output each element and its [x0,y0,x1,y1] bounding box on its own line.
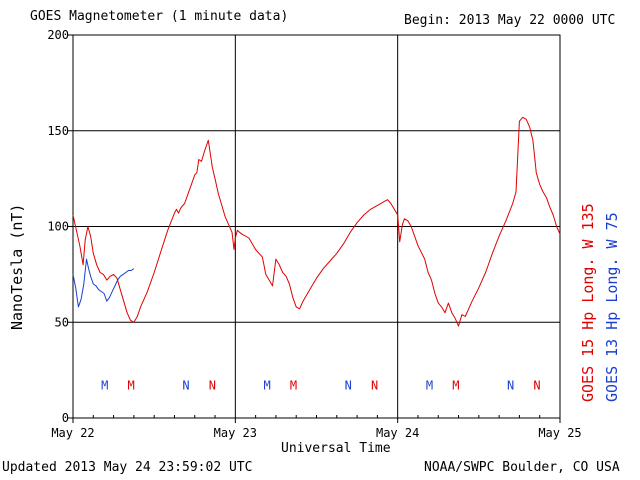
event-marker-n: N [345,378,352,392]
x-tick-label: May 25 [538,426,581,440]
y-axis-label: NanoTesla (nT) [8,203,26,330]
x-tick-label: May 22 [51,426,94,440]
event-marker-m: M [452,378,459,392]
y-tick-label: 0 [62,411,69,425]
chart-title: GOES Magnetometer (1 minute data) [30,9,289,24]
event-marker-m: M [264,378,271,392]
y-tick-label: 100 [47,220,69,234]
y-tick-label: 150 [47,124,69,138]
event-marker-n: N [507,378,514,392]
legend-goes15: GOES 15 Hp Long. W 135 [579,203,597,402]
event-marker-m: M [128,378,135,392]
x-tick-label: May 24 [376,426,419,440]
goes15-series-line [72,116,561,327]
event-marker-m: M [426,378,433,392]
x-tick-label: May 23 [214,426,257,440]
event-marker-m: M [290,378,297,392]
y-tick-label: 200 [47,28,69,42]
goes13-series-line [72,258,135,308]
event-marker-n: N [533,378,540,392]
event-marker-n: N [209,378,216,392]
event-marker-n: N [371,378,378,392]
updated-timestamp: Updated 2013 May 24 23:59:02 UTC [2,460,253,475]
x-axis-label: Universal Time [281,441,391,456]
event-marker-n: N [182,378,189,392]
begin-time-label: Begin: 2013 May 22 0000 UTC [404,13,616,28]
legend-goes13: GOES 13 Hp Long. W 75 [603,212,621,402]
credit-label: NOAA/SWPC Boulder, CO USA [424,460,620,475]
event-marker-m: M [101,378,108,392]
y-tick-label: 50 [55,315,69,329]
